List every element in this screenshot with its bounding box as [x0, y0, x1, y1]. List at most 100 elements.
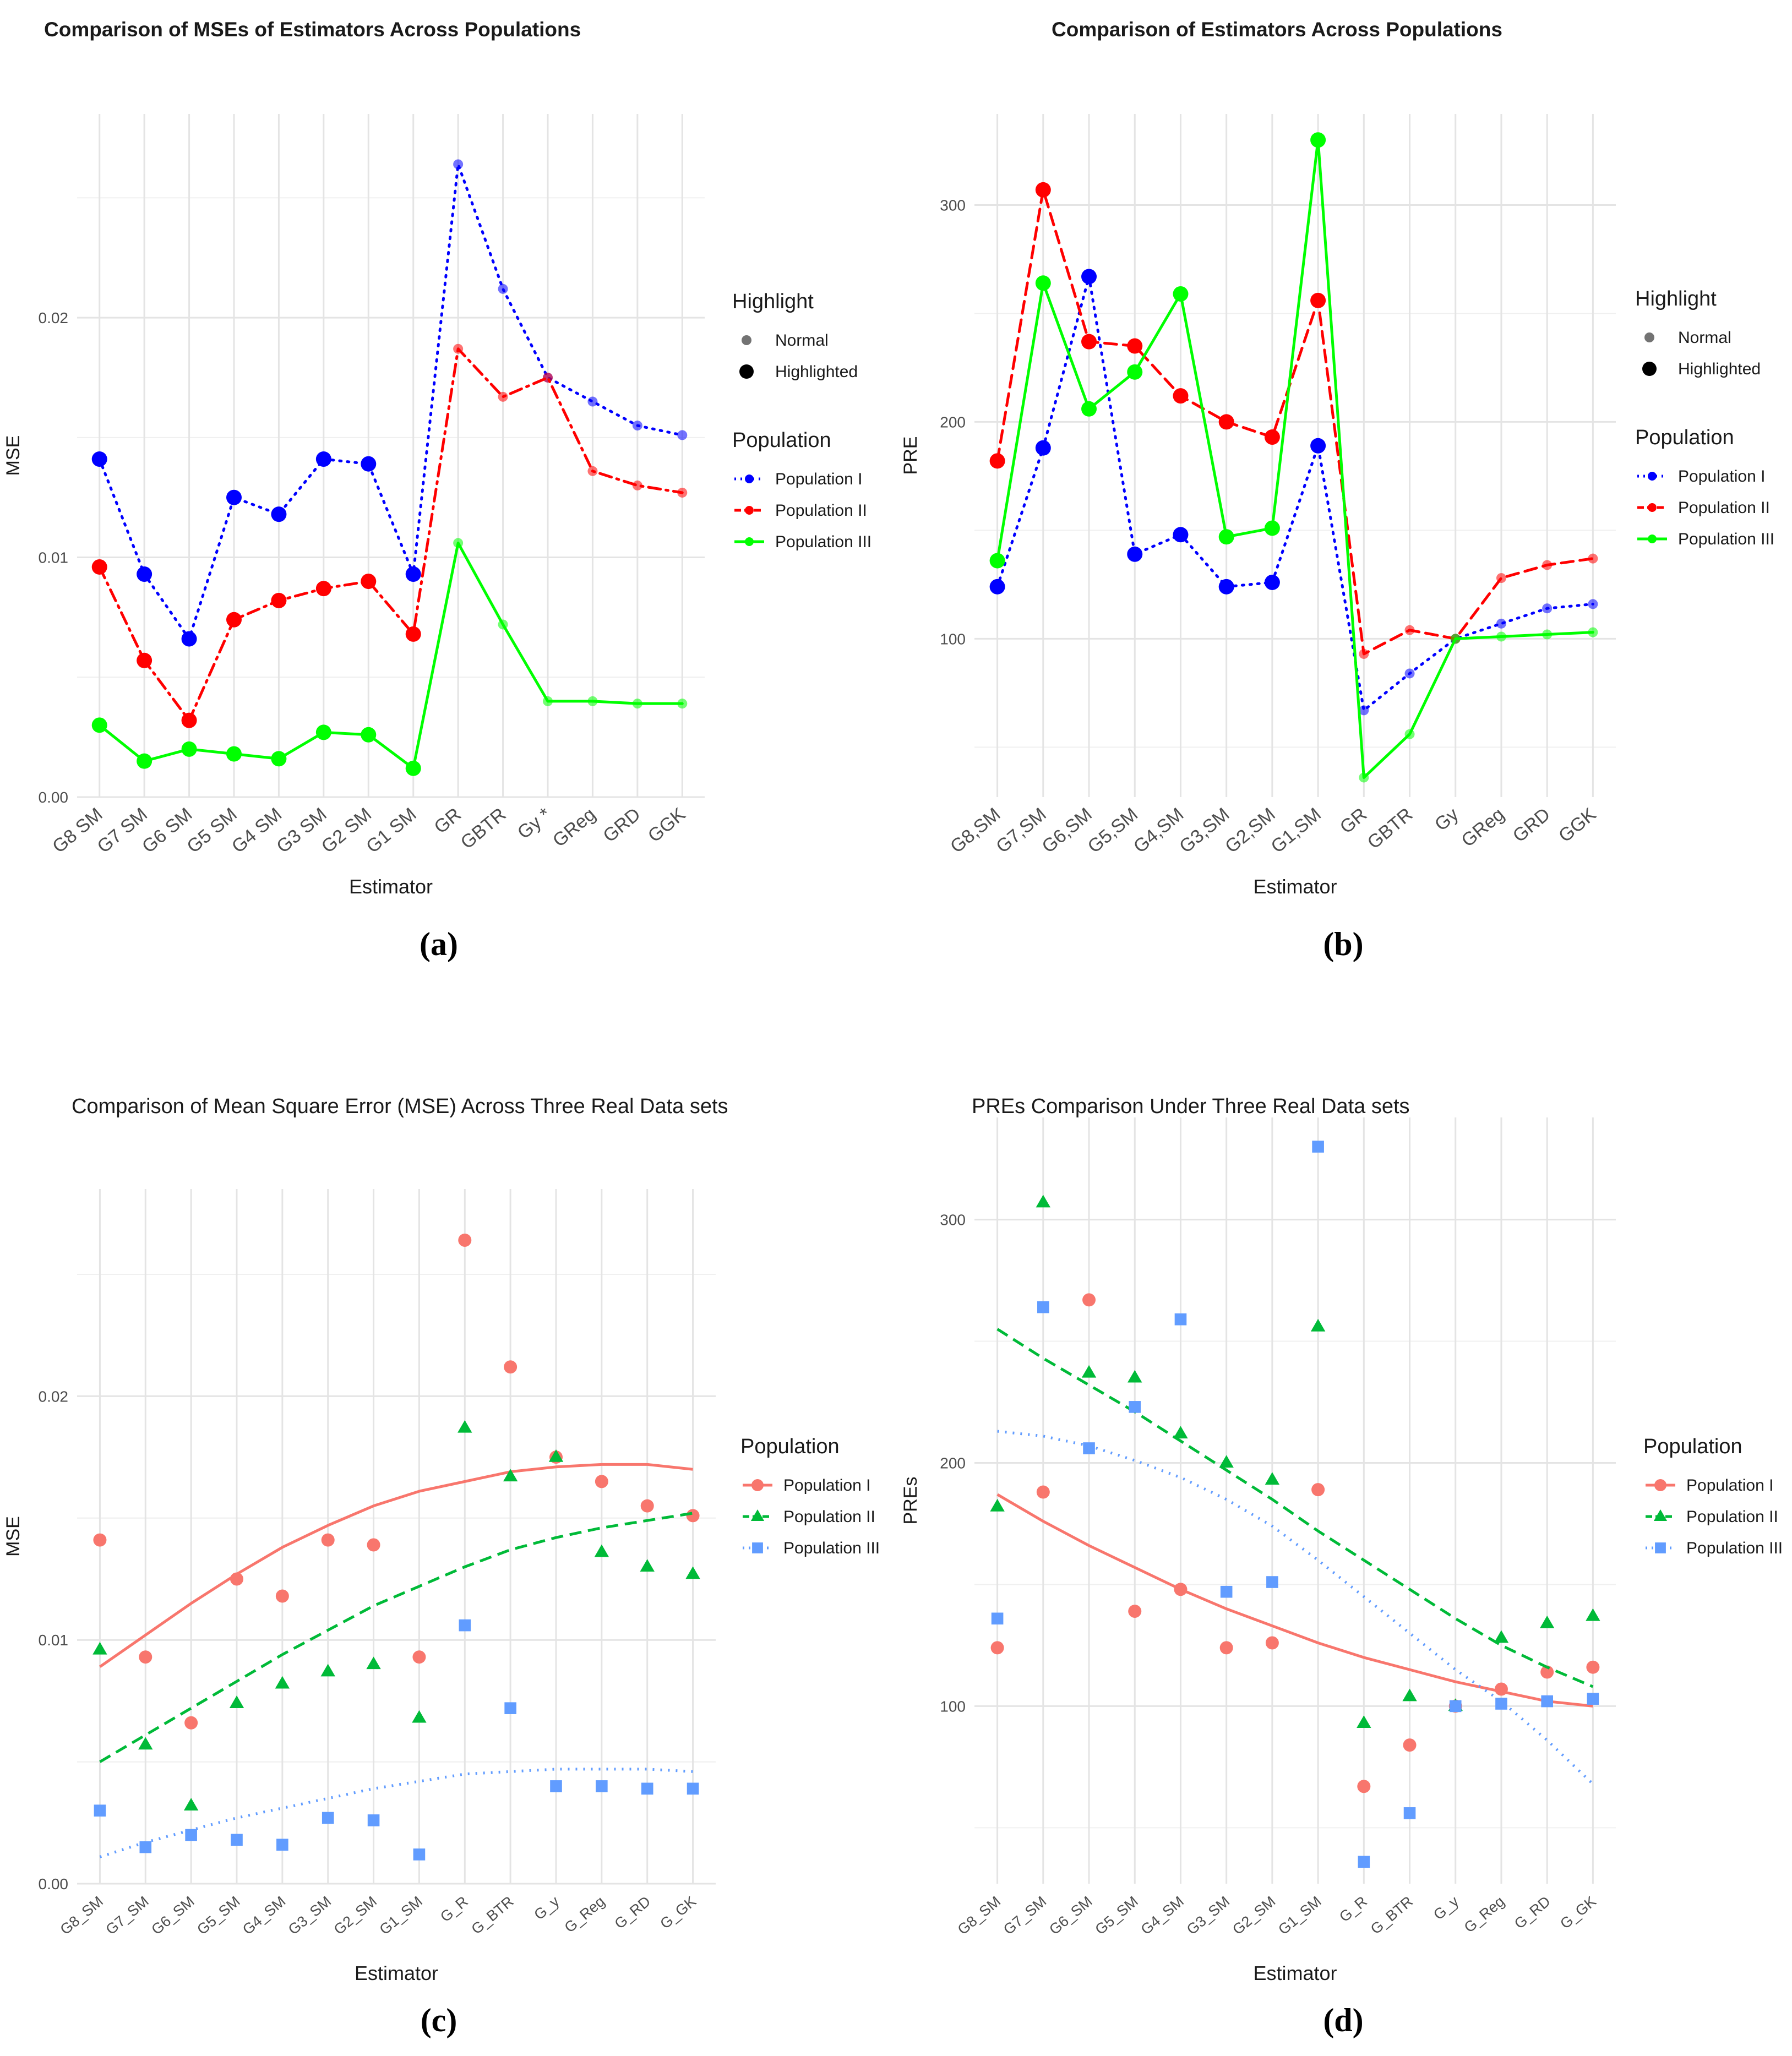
- x-tick-label: G5 SM: [183, 804, 241, 857]
- panel-caption: (b): [1323, 926, 1363, 962]
- trend-line: [996, 1493, 1593, 1708]
- data-point: [1173, 286, 1189, 302]
- data-point: [632, 699, 642, 709]
- x-tick-label: GBTR: [1364, 804, 1417, 853]
- data-point: [498, 391, 508, 402]
- legend-title: Highlight: [1635, 287, 1717, 310]
- data-point: [1081, 1365, 1097, 1378]
- data-point: [183, 1798, 199, 1810]
- legend-item: Population II: [783, 1508, 875, 1526]
- x-tick-label: G2_SM: [1229, 1893, 1278, 1938]
- data-point: [990, 1641, 1004, 1655]
- legend-item: Population II: [1686, 1508, 1778, 1526]
- data-point: [504, 1702, 516, 1714]
- data-point: [1496, 573, 1506, 583]
- x-tick-label: Gy: [1431, 804, 1463, 835]
- data-point: [990, 1498, 1005, 1512]
- data-point: [1310, 132, 1326, 148]
- x-tick-label: GReg: [1457, 804, 1508, 851]
- x-tick-label: G7 SM: [94, 804, 151, 857]
- legend-item: Population I: [775, 470, 862, 488]
- data-point: [405, 566, 421, 582]
- data-point: [1588, 627, 1598, 637]
- x-tick-label: G4_SM: [239, 1893, 288, 1938]
- data-point: [1219, 1641, 1233, 1655]
- data-point: [1586, 1608, 1600, 1621]
- data-point: [181, 631, 197, 647]
- data-point: [596, 1780, 608, 1792]
- y-tick-label: 300: [940, 197, 966, 214]
- x-tick-label: G4,SM: [1130, 804, 1188, 857]
- data-point: [1173, 1426, 1188, 1439]
- legend-key-marker: [1648, 503, 1657, 512]
- y-tick-label: 200: [940, 1455, 966, 1472]
- data-point: [181, 712, 197, 728]
- y-tick-label: 100: [940, 630, 966, 647]
- data-point: [1035, 275, 1051, 291]
- data-point: [677, 487, 688, 498]
- data-point: [1264, 574, 1280, 590]
- series-line: [98, 541, 684, 770]
- data-point: [315, 581, 331, 597]
- data-point: [1403, 1738, 1417, 1752]
- data-point: [587, 466, 598, 476]
- data-point: [315, 724, 331, 740]
- chart-panel-2: 100200300G8,SMG7,SMG6,SMG5,SMG4,SMG3,SMG…: [900, 18, 1774, 962]
- data-point: [275, 1676, 290, 1689]
- grid: [974, 114, 1616, 797]
- data-point: [413, 1848, 426, 1861]
- data-point: [1496, 618, 1506, 629]
- data-point: [94, 1804, 106, 1817]
- data-point: [640, 1559, 655, 1572]
- data-point: [184, 1716, 198, 1730]
- legend-title: Highlight: [732, 290, 814, 313]
- data-point: [1264, 429, 1280, 445]
- grid: [77, 1189, 716, 1885]
- chart-title: Comparison of Mean Square Error (MSE) Ac…: [72, 1095, 728, 1118]
- data-point: [1311, 1483, 1325, 1497]
- x-tick-label: G7,SM: [992, 804, 1050, 857]
- x-tick-label: G3_SM: [1184, 1893, 1233, 1938]
- y-axis-label: MSE: [3, 435, 24, 476]
- y-axis-label: MSE: [3, 1516, 24, 1557]
- data-point: [1496, 631, 1506, 642]
- data-point: [138, 1737, 153, 1750]
- data-point: [321, 1533, 335, 1547]
- data-point: [366, 1656, 381, 1670]
- x-tick-label: GRD: [599, 804, 644, 847]
- data-point: [1312, 1141, 1324, 1153]
- series-3: [94, 1619, 699, 1861]
- data-point: [1357, 1715, 1371, 1728]
- x-tick-label: G5_SM: [1092, 1893, 1141, 1938]
- data-point: [231, 1834, 243, 1846]
- x-tick-label: G_Reg: [562, 1893, 608, 1936]
- data-point: [405, 626, 421, 642]
- data-point: [453, 159, 464, 170]
- legend: Population Population I Population II Popul…: [1643, 1435, 1783, 1557]
- x-axis-label: Estimator: [1253, 875, 1337, 898]
- x-tick-label: GR: [431, 804, 465, 838]
- x-tick-label: G4 SM: [228, 804, 286, 857]
- chart-title: Comparison of MSEs of Estimators Across …: [44, 18, 581, 41]
- legend: Highlight Normal Highlighted Population Popu…: [1635, 287, 1774, 548]
- data-point: [315, 451, 331, 467]
- trend-line: [99, 1512, 693, 1763]
- data-point: [229, 1695, 244, 1708]
- legend-title: Population: [1635, 426, 1734, 449]
- legend-item: Population II: [1678, 499, 1770, 517]
- data-point: [503, 1469, 518, 1482]
- data-point: [1404, 668, 1415, 679]
- x-tick-label: G8 SM: [48, 804, 106, 857]
- data-point: [320, 1664, 335, 1677]
- data-point: [185, 1829, 197, 1841]
- data-point: [458, 1233, 472, 1247]
- legend-key-marker: [745, 506, 754, 515]
- data-point: [1359, 772, 1369, 783]
- legend-key-marker: [1654, 1479, 1666, 1491]
- x-tick-label: G_RD: [1511, 1893, 1554, 1932]
- legend-key: [1642, 362, 1657, 376]
- data-point: [498, 283, 508, 294]
- series-2: [990, 1195, 1600, 1728]
- data-point: [139, 1650, 152, 1664]
